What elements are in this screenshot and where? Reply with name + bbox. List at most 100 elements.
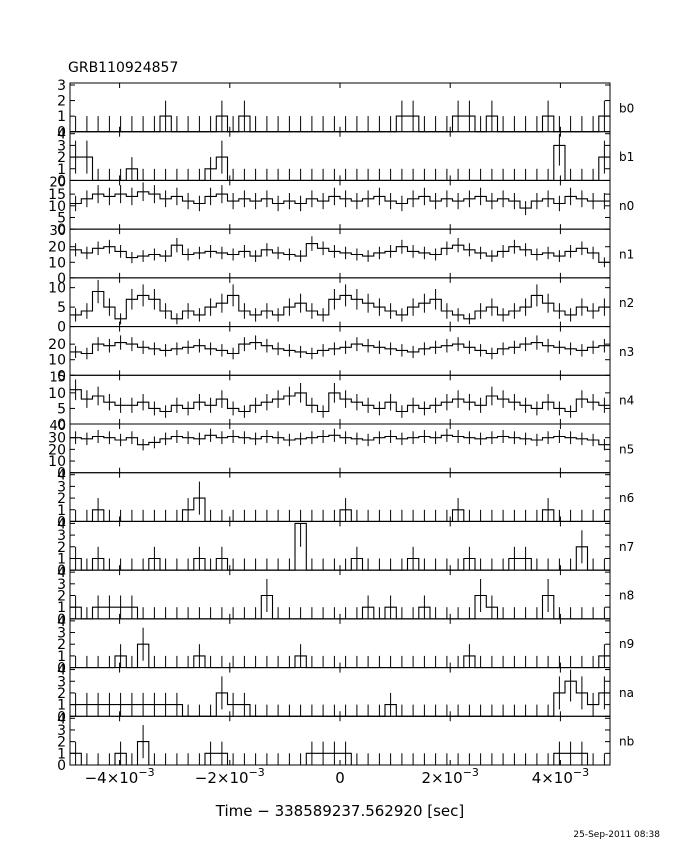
panel-n9-ytick-label: 1 <box>57 649 66 665</box>
panel-n5-series-line <box>70 434 610 446</box>
panel-b0-ytick-label: 2 <box>57 94 66 110</box>
panel-n8-ytick-label: 0 <box>57 612 66 628</box>
panel-n8-series-label: n8 <box>619 589 634 603</box>
panel-na-ytick-label: 3 <box>57 674 66 690</box>
panel-b1-ytick-label: 4 <box>57 127 66 143</box>
panel-n5-ytick-label: 20 <box>48 442 66 458</box>
x-tick-label: −4×10−3 <box>85 766 155 787</box>
panel-n0-series-line <box>70 191 610 209</box>
panel-n1-ytop-label: 30 <box>49 224 66 239</box>
panel-n2-series-label: n2 <box>619 296 634 310</box>
panel-nb-ytick-label: 1 <box>57 746 66 762</box>
panel-na-ytick-label: 0 <box>57 709 66 725</box>
panel-n1-ytick-label: 0 <box>57 271 66 287</box>
panel-n7-frame <box>69 520 611 571</box>
panel-b1-ytick-label: 0 <box>57 173 66 189</box>
panel-n9-ytick-label: 4 <box>57 614 66 630</box>
panel-n7-series-line <box>70 522 610 571</box>
x-axis-label: Time − 338589237.562920 [sec] <box>215 802 465 820</box>
panel-n5-frame <box>69 423 611 474</box>
timestamp: 25-Sep-2011 08:38 <box>573 830 660 840</box>
panel-b1-ytick-label: 1 <box>57 162 66 178</box>
panel-na-ytick-label: 1 <box>57 698 66 714</box>
panel-n0-ytick-label: 10 <box>48 199 66 215</box>
panel-n9-frame <box>69 618 611 669</box>
panel-n8-ytick-label: 4 <box>57 565 66 581</box>
panel-nb-series-label: nb <box>619 735 634 749</box>
panel-n2-series-line <box>70 290 610 320</box>
panel-b0-frame <box>69 82 611 133</box>
panel-n0-ytick-label: 15 <box>48 187 66 203</box>
panel-n3-ytick-label: 0 <box>57 368 66 384</box>
panel-n2-ytick-label: 0 <box>57 320 66 336</box>
panel-n6-ytick-label: 2 <box>57 491 66 507</box>
panel-n6-ytick-label: 1 <box>57 503 66 519</box>
panel-n1-series-line <box>70 243 610 263</box>
panel-n4-ytick-label: 0 <box>57 417 66 433</box>
panel-n5-series-label: n5 <box>619 442 634 456</box>
panel-n4-ytop-label: 15 <box>49 370 66 385</box>
panel-b1-ytick-label: 3 <box>57 138 66 154</box>
panel-n1-frame <box>69 228 611 279</box>
panel-b0-ytick-label: 1 <box>57 109 66 125</box>
panel-n2-ytick-label: 10 <box>48 281 66 297</box>
panel-nb-ytick-label: 3 <box>57 723 66 739</box>
panel-n1-ytick-label: 20 <box>48 240 66 256</box>
panel-n8-ytick-label: 2 <box>57 589 66 605</box>
panel-nb-ytick-label: 2 <box>57 735 66 751</box>
panel-n6-series-line <box>70 497 610 522</box>
chart-title: GRB110924857 <box>68 60 179 76</box>
panel-n2-frame <box>69 277 611 328</box>
panel-n3-ytick-label: 20 <box>48 337 66 353</box>
panel-n8-ytick-label: 3 <box>57 577 66 593</box>
panel-n8-frame <box>69 569 611 620</box>
panel-b0-ytick-label: 3 <box>57 78 66 94</box>
panel-n4-ytick-label: 5 <box>57 401 66 417</box>
panel-n1-series-label: n1 <box>619 248 634 262</box>
panel-n0-series-label: n0 <box>619 199 634 213</box>
panel-n9-ytick-label: 2 <box>57 637 66 653</box>
panel-b1-series-line <box>70 144 610 181</box>
panel-n1-ytick-label: 10 <box>48 255 66 271</box>
panel-n4-ytick-label: 10 <box>48 386 66 402</box>
panel-nb-ytick-label: 4 <box>57 711 66 727</box>
panel-nb-frame <box>69 715 611 766</box>
panel-n6-ytick-label: 4 <box>57 468 66 484</box>
panel-na-ytick-label: 4 <box>57 663 66 679</box>
panel-na-series-line <box>70 680 610 717</box>
panel-n3-series-label: n3 <box>619 345 634 359</box>
panel-b0-series-label: b0 <box>619 101 634 115</box>
panel-n9-series-label: n9 <box>619 637 634 651</box>
panel-n4-series-label: n4 <box>619 394 634 408</box>
panel-n7-ytick-label: 0 <box>57 563 66 579</box>
panel-n0-ytop-label: 20 <box>49 175 66 190</box>
panel-b1-series-label: b1 <box>619 150 634 164</box>
panel-n8-ytick-label: 1 <box>57 600 66 616</box>
panel-n6-series-label: n6 <box>619 491 634 505</box>
panel-b1-frame <box>69 131 611 181</box>
panel-n3-frame <box>69 326 611 376</box>
panel-b0-ytick-label: 0 <box>57 125 66 141</box>
panel-n0-ytick-label: 5 <box>57 210 66 226</box>
panel-n5-ytick-label: 10 <box>48 454 66 470</box>
x-tick-label: 2×10−3 <box>421 766 478 787</box>
panel-n6-ytick-label: 0 <box>57 514 66 530</box>
panel-n5-ytick-label: 0 <box>57 466 66 482</box>
panel-n9-ytick-label: 0 <box>57 661 66 677</box>
panel-n5-ytick-label: 30 <box>48 431 66 447</box>
panel-n3-series-line <box>70 342 610 355</box>
panel-n7-ytick-label: 2 <box>57 540 66 556</box>
panel-n9-ytick-label: 3 <box>57 626 66 642</box>
panel-n7-ytick-label: 3 <box>57 528 66 544</box>
panel-n4-series-line <box>70 389 610 413</box>
panel-nb-series-line <box>70 741 610 766</box>
panel-na-ytick-label: 2 <box>57 686 66 702</box>
panel-n2-ytick-label: 5 <box>57 300 66 316</box>
panel-n6-ytick-label: 3 <box>57 479 66 495</box>
panel-n5-ytop-label: 40 <box>49 419 66 434</box>
panel-n3-ytick-label: 10 <box>48 353 66 369</box>
panel-n0-frame <box>69 179 611 230</box>
panel-n7-ytick-label: 4 <box>57 516 66 532</box>
panel-n7-series-label: n7 <box>619 540 634 554</box>
